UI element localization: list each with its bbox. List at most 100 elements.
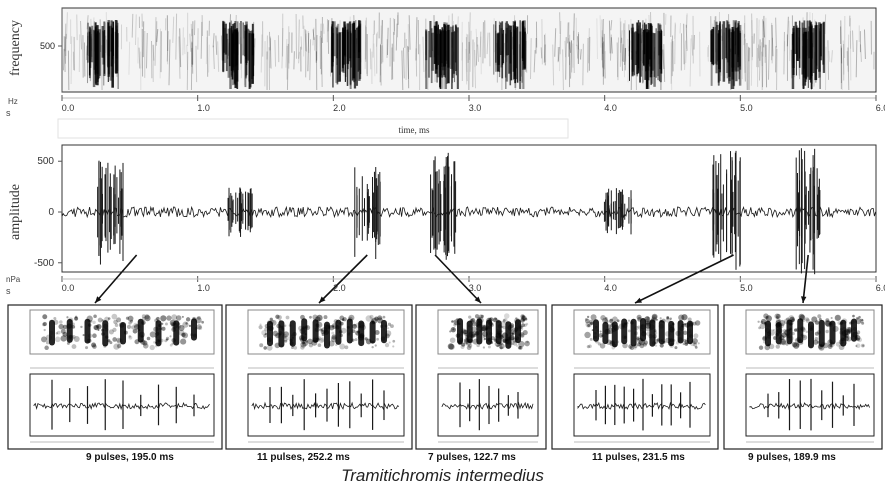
spectrogram-streak <box>533 50 536 73</box>
spectrogram-streak <box>579 48 582 60</box>
inset-spectrogram-speckle <box>302 340 309 347</box>
spectrogram-streak <box>603 51 606 70</box>
spectrogram-streak <box>312 29 315 40</box>
spectrogram-streak <box>609 34 612 61</box>
inset-spectrogram-speckle <box>846 328 852 335</box>
inset-spectrogram-speckle <box>590 314 597 321</box>
inset-spectrogram-speckle <box>44 345 49 351</box>
inset-arrow-head-4 <box>635 297 642 303</box>
inset-spectrogram-speckle <box>465 343 468 346</box>
inset-spectrogram-speckle <box>466 345 472 351</box>
spectrogram-streak <box>468 21 470 60</box>
inset-spectrogram-speckle <box>636 337 640 341</box>
spectrogram-streak <box>525 41 528 73</box>
inset-spectrogram-speckle <box>837 321 842 325</box>
spectrogram-streak <box>707 47 709 62</box>
waveform-x-tick-label: 4.0 <box>604 283 617 293</box>
inset-spectrogram-pulse <box>191 318 197 341</box>
inset-spectrogram-speckle <box>758 345 764 350</box>
inset-spectrogram-speckle <box>525 322 529 326</box>
inset-spectrogram-pulse <box>687 320 693 345</box>
spectrogram-streak <box>763 21 766 38</box>
spectrogram-streak <box>620 30 623 44</box>
inset-spectrogram-speckle <box>765 315 772 322</box>
spectrogram-streak <box>134 14 137 45</box>
inset-spectrogram-speckle <box>590 321 594 325</box>
inset-spectrogram-speckle <box>42 322 46 327</box>
inset-spectrogram-speckle <box>612 316 618 322</box>
spectrogram-streak <box>86 30 89 64</box>
spectrogram-streak <box>827 40 830 80</box>
inset-arrow-3 <box>434 254 482 304</box>
inset-spectrogram-pulse <box>818 319 825 347</box>
spectrogram-x-tick-label: 3.0 <box>469 103 482 113</box>
inset-spectrogram-speckle <box>284 337 288 342</box>
inset-spectrogram-speckle <box>285 315 290 320</box>
inset-spectrogram-speckle <box>637 342 641 347</box>
inset-spectrogram-speckle <box>374 316 379 321</box>
inset-spectrogram-pulse <box>808 321 814 349</box>
spectrogram-streak <box>662 49 665 70</box>
spectrogram-streak <box>63 36 66 72</box>
inset-spectrogram-speckle <box>94 325 100 331</box>
inset-spectrogram-speckle <box>856 338 860 342</box>
inset-spectrogram-speckle <box>181 332 186 338</box>
inset-spectrogram-speckle <box>125 316 130 320</box>
inset-spectrogram-speckle <box>41 336 47 343</box>
inset-spectrogram-speckle <box>449 337 456 344</box>
inset-spectrogram-speckle <box>682 342 686 346</box>
inset-spectrogram-speckle <box>651 313 658 320</box>
inset-spectrogram-speckle <box>153 341 156 344</box>
spectrogram-streak <box>468 12 471 54</box>
inset-spectrogram-speckle <box>74 316 78 321</box>
inset-spectrogram-speckle <box>597 342 601 346</box>
inset-spectrogram-pulse <box>851 318 857 342</box>
spectrogram-streak <box>477 44 480 62</box>
inset-spectrogram-speckle <box>782 329 787 333</box>
inset-spectrogram-speckle <box>604 317 608 320</box>
inset-spectrogram-speckle <box>522 330 528 336</box>
waveform-x-tick-label: 2.0 <box>333 283 346 293</box>
inset-spectrogram-speckle <box>781 332 787 338</box>
inset-spectrogram-speckle <box>798 313 805 320</box>
waveform-burst <box>354 167 381 260</box>
spectrogram-streak <box>408 15 411 50</box>
inset-spectrogram-speckle <box>760 318 767 325</box>
inset-spectrogram-speckle <box>814 320 820 325</box>
inset-spectrogram-speckle <box>388 341 391 344</box>
inset-spectrogram-pulse <box>84 318 91 344</box>
inset-panel-4 <box>551 304 719 450</box>
inset-spectrogram-speckle <box>390 324 394 329</box>
inset-spectrogram-speckle <box>796 343 800 347</box>
inset-spectrogram-speckle <box>60 335 67 342</box>
inset-spectrogram-speckle <box>376 337 379 341</box>
inset-spectrogram-speckle <box>824 320 831 327</box>
inset-spectrogram-speckle <box>56 330 61 335</box>
inset-spectrogram-speckle <box>496 344 500 348</box>
spectrogram-streak <box>525 33 528 72</box>
inset-spectrogram-speckle <box>814 331 819 336</box>
inset-spectrogram-pulse <box>621 318 628 345</box>
spectrogram-streak <box>172 16 175 43</box>
spectrogram-streak <box>395 23 398 51</box>
spectrogram-streak <box>786 16 789 47</box>
inset-spectrogram-speckle <box>392 339 396 343</box>
inset-spectrogram-pulse <box>602 321 609 345</box>
inset-spectrogram-speckle <box>42 314 48 320</box>
inset-spectrogram-speckle <box>188 324 192 327</box>
inset-spectrogram-speckle <box>331 331 335 335</box>
spectrogram-streak <box>322 23 325 34</box>
inset-arrow-1 <box>94 254 138 304</box>
inset-spectrogram-speckle <box>341 318 345 322</box>
spectrogram-streak <box>307 32 310 72</box>
inset-spectrogram-speckle <box>636 314 642 320</box>
inset-spectrogram-speckle <box>502 326 506 330</box>
inset-spectrogram-speckle <box>309 315 312 319</box>
inset-spectrogram-speckle <box>451 319 455 323</box>
inset-spectrogram-speckle <box>464 332 468 336</box>
spectrogram-streak <box>191 42 194 74</box>
inset-spectrogram-speckle <box>374 316 379 321</box>
inset-spectrogram-speckle <box>178 329 185 336</box>
spectrogram-streak <box>567 22 569 44</box>
spectrogram-streak <box>580 49 582 60</box>
